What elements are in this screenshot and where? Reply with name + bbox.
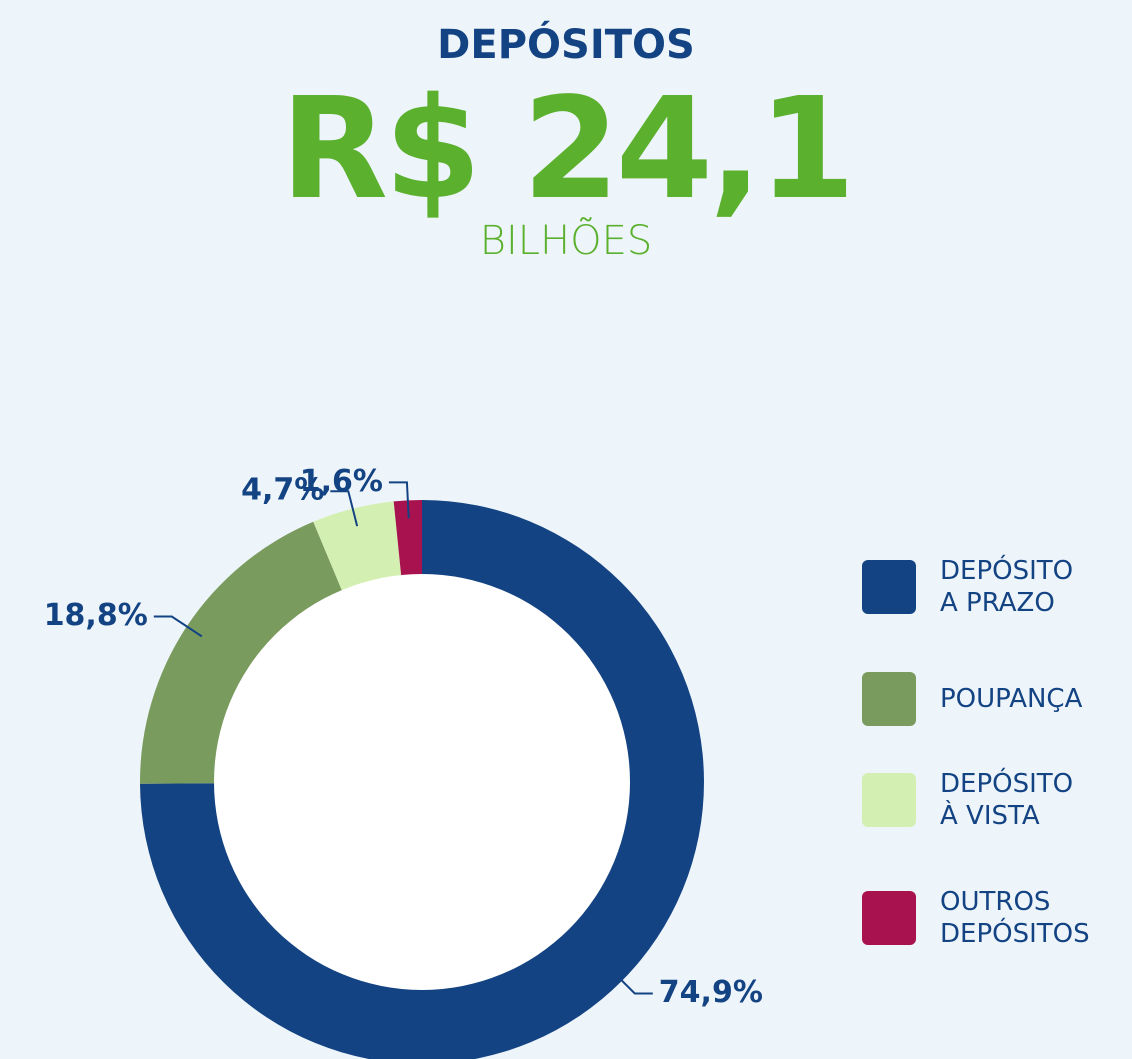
legend-label: DEPÓSITO A PRAZO	[940, 556, 1074, 618]
chart-title: DEPÓSITOS	[437, 22, 695, 68]
legend-label: POUPANÇA	[940, 684, 1083, 714]
legend-item: OUTROS DEPÓSITOS	[862, 886, 1132, 950]
legend-label: OUTROS DEPÓSITOS	[940, 887, 1090, 949]
leader-line	[153, 615, 203, 638]
legend-swatch	[862, 891, 916, 945]
data-label: 74,9%	[659, 975, 763, 1010]
subtitle: BILHÕES	[479, 218, 653, 264]
donut-hole	[214, 574, 630, 990]
data-label: 4,7%	[241, 473, 324, 508]
legend-label: DEPÓSITO À VISTA	[940, 769, 1074, 831]
legend-item: DEPÓSITO A PRAZO	[862, 555, 1132, 619]
data-label: 1,6%	[300, 464, 383, 499]
legend-item: POUPANÇA	[862, 672, 1132, 726]
leader-line	[388, 481, 410, 519]
legend-swatch	[862, 672, 916, 726]
legend-swatch	[862, 560, 916, 614]
legend-item: DEPÓSITO À VISTA	[862, 768, 1132, 832]
headline: R$ 24,1	[280, 68, 855, 231]
leader-line	[608, 967, 653, 995]
legend-swatch	[862, 773, 916, 827]
data-label: 18,8%	[44, 598, 148, 633]
leader-line	[330, 490, 359, 527]
